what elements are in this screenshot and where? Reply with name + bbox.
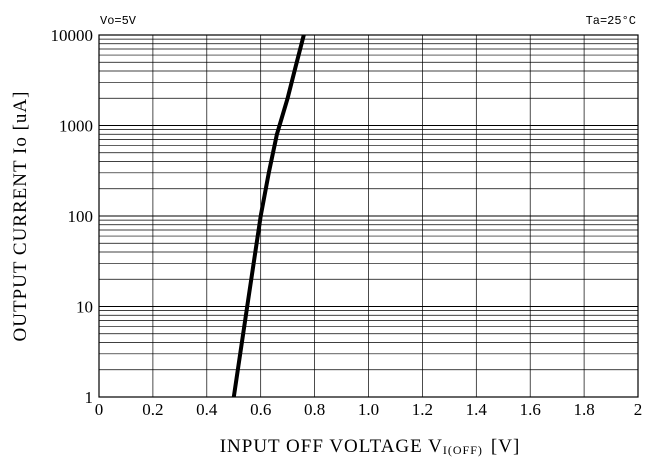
x-tick-label: 1.0 [358,400,379,419]
y-tick-label: 1000 [59,117,93,136]
x-axis-title-subscript: I(OFF) [443,443,483,457]
x-axis-title-unit: [V] [491,436,520,457]
x-tick-label: 0.4 [196,400,218,419]
condition-right: Ta=25°C [586,14,636,28]
y-tick-label: 10000 [51,26,94,45]
series-line [231,34,306,398]
x-axis-title-main: INPUT OFF VOLTAGE V [220,436,443,457]
y-tick-label: 100 [68,207,94,226]
y-tick-labels: 1 10 100 1000 10000 [51,26,94,407]
x-tick-label: 0.8 [304,400,325,419]
x-tick-label: 1.2 [412,400,433,419]
condition-left: Vo=5V [100,14,137,28]
y-axis-title: OUTPUT CURRENT Io [uA] [10,91,31,342]
x-tick-label: 0 [95,400,104,419]
x-tick-label: 0.6 [250,400,271,419]
y-tick-label: 1 [85,388,94,407]
curve-group [231,34,306,398]
x-axis-title: INPUT OFF VOLTAGE VI(OFF) [V] [220,436,521,457]
x-tick-labels: 0 0.2 0.4 0.6 0.8 1.0 1.2 1.4 1.6 1.8 2 [95,400,643,419]
plot-frame [98,34,639,398]
grid [99,35,638,397]
y-tick-label: 10 [76,298,93,317]
x-tick-label: 1.6 [520,400,541,419]
x-tick-label: 0.2 [142,400,163,419]
x-tick-label: 1.4 [466,400,488,419]
x-tick-label: 2 [634,400,643,419]
x-tick-label: 1.8 [573,400,594,419]
